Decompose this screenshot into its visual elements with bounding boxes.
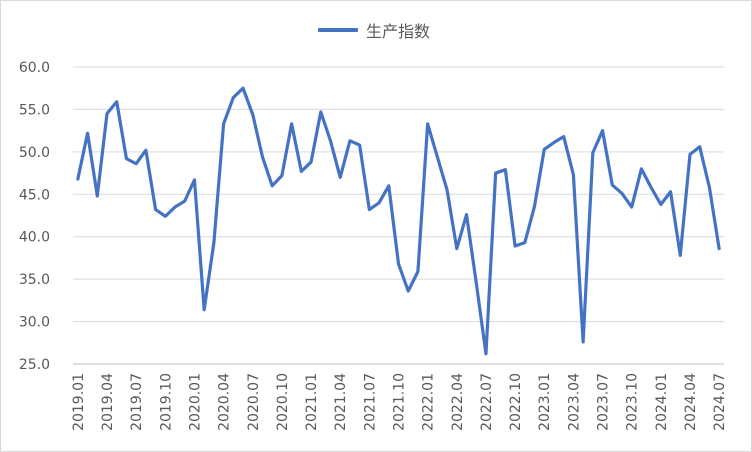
legend-label-production-index: 生产指数 [366,22,431,41]
x-tick-label: 2020.10 [275,373,291,431]
y-tick-label: 55.0 [19,102,50,118]
x-tick-label: 2021.07 [362,373,378,431]
x-tick-label: 2019.07 [129,373,145,431]
x-tick-label: 2022.10 [508,373,524,431]
x-tick-label: 2021.01 [304,373,320,431]
x-tick-label: 2019.04 [100,373,116,431]
x-tick-label: 2020.04 [217,373,233,431]
y-tick-label: 50.0 [19,145,50,161]
x-tick-label: 2020.01 [187,373,203,431]
x-tick-label: 2022.07 [479,373,495,431]
y-tick-label: 40.0 [19,230,50,246]
x-tick-label: 2024.04 [683,373,699,431]
chart-legend: 生产指数 [318,18,430,42]
x-tick-label: 2021.10 [392,373,408,431]
x-tick-label: 2023.07 [596,373,612,431]
y-tick-label: 35.0 [19,272,50,288]
y-tick-label: 30.0 [19,315,50,331]
legend-swatch [318,28,358,32]
series-line-production-index [76,86,721,356]
x-tick-label: 2022.04 [450,373,466,431]
x-tick-label: 2021.04 [333,373,349,431]
y-tick-label: 45.0 [19,187,50,203]
x-tick-label: 2023.01 [537,373,553,431]
x-tick-label: 2024.07 [712,373,728,431]
x-tick-label: 2024.01 [654,373,670,431]
x-tick-label: 2020.07 [246,373,262,431]
x-tick-label: 2023.10 [625,373,641,431]
x-tick-label: 2019.01 [71,373,87,431]
x-tick-label: 2019.10 [158,373,174,431]
x-tick-label: 2023.04 [566,373,582,431]
y-tick-label: 60.0 [19,60,50,76]
x-tick-label: 2022.01 [421,373,437,431]
y-tick-label: 25.0 [19,357,50,373]
